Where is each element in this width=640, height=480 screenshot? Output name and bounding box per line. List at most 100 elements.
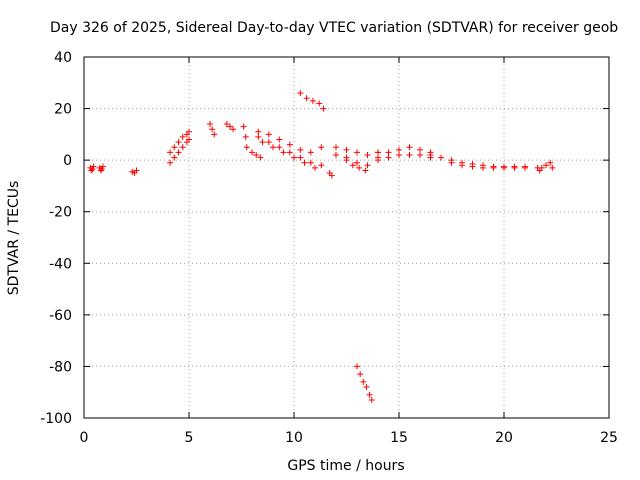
series-s18 [354,363,375,403]
data-point [354,363,360,370]
data-point [88,167,95,174]
series-s12 [259,139,318,171]
data-point [253,151,260,158]
data-point [226,123,233,130]
data-point [357,371,364,378]
data-point [343,146,350,153]
data-point [549,164,556,171]
series-s5 [167,128,192,156]
series-s7 [223,121,237,133]
data-point [354,159,360,166]
data-point [265,139,272,146]
x-tick-label: 10 [285,430,303,446]
data-point [89,166,96,173]
data-point [186,136,192,143]
series-s1 [87,163,97,174]
data-point [490,164,497,171]
data-point [354,149,360,156]
data-point [97,167,104,174]
data-point [242,133,249,140]
series-s11 [255,133,325,169]
data-point [223,121,230,128]
data-point [255,128,262,135]
data-point [385,149,392,156]
y-tick-label: -20 [49,205,72,221]
data-point [207,121,213,128]
data-point [343,157,350,164]
data-point [270,144,276,151]
y-tick-label: 20 [54,102,72,118]
data-point [171,144,178,151]
y-tick-label: -80 [49,359,72,375]
data-point [243,144,250,151]
data-point [427,151,434,158]
data-point [328,172,335,179]
data-point [249,149,255,156]
x-tick-label: 15 [390,430,408,446]
data-point [259,139,266,146]
x-tick-label: 5 [185,430,194,446]
data-point [133,167,140,174]
data-point [543,162,549,169]
x-tick-label: 25 [600,430,618,446]
data-point [364,151,371,158]
data-point [297,146,304,153]
series-s6 [207,121,218,138]
data-point [318,162,325,169]
data-point [255,133,262,140]
data-point [459,162,465,169]
data-point [438,154,444,161]
data-points [87,90,556,403]
data-point [240,123,247,130]
data-point [538,164,545,171]
y-tick-label: -40 [49,256,72,272]
data-point [469,163,476,170]
data-point [186,128,192,135]
data-point [396,151,402,158]
series-s15 [333,144,381,158]
data-point [547,159,554,166]
data-point [175,139,182,146]
series-s13 [297,90,327,112]
data-point [90,163,97,170]
data-point [171,154,178,161]
series-s19 [375,144,434,156]
y-tick-label: 40 [54,50,72,66]
data-point [375,149,381,156]
grid [84,57,609,418]
series-s22 [448,159,528,171]
y-tick-label: -100 [40,411,72,427]
data-point [360,378,367,385]
data-point [316,100,323,107]
chart-title: Day 326 of 2025, Sidereal Day-to-day VTE… [50,20,618,36]
data-point [257,154,264,161]
data-point [385,154,392,161]
data-point [375,154,381,161]
series-s16 [333,151,381,169]
data-point [179,133,186,140]
data-point [307,149,314,156]
data-point [349,162,356,169]
y-tick-label: 0 [63,153,72,169]
axis-ticks: 0 5 10 15 20 25 40 20 0 -20 -40 -60 -80 -100 [40,50,618,446]
data-point [406,144,413,151]
y-tick-label: -60 [49,308,72,324]
data-point [368,396,375,403]
data-point [167,159,174,166]
data-point [320,105,327,112]
data-point [501,164,507,171]
data-point [406,151,413,158]
data-point [211,131,218,138]
data-point [179,144,186,151]
series-s10 [255,128,325,156]
data-point [522,164,528,171]
series-s17 [343,157,369,174]
data-point [333,151,339,158]
series-s8 [240,123,250,151]
data-point [396,146,402,153]
data-point [297,154,304,161]
data-point [448,159,455,166]
series-s14 [326,170,335,179]
series-s4 [167,136,192,166]
data-point [286,149,293,156]
